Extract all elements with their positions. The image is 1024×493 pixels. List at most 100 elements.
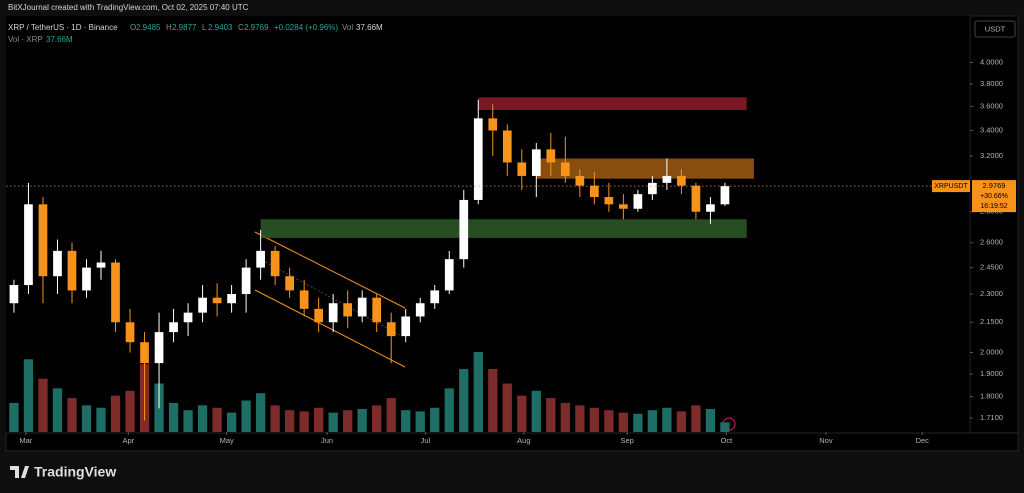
volume-bar <box>401 410 411 432</box>
volume-bar <box>299 411 309 432</box>
y-tick-label: 1.9000 <box>980 369 1003 378</box>
y-tick-label: 2.0000 <box>980 348 1003 357</box>
time-axis <box>5 432 1019 452</box>
candle-body <box>648 182 657 195</box>
candle-body <box>706 204 715 212</box>
zone <box>536 158 754 179</box>
candle-body <box>140 342 149 364</box>
candle-body <box>401 316 411 337</box>
candle-body <box>677 175 686 186</box>
candle-body <box>328 303 338 323</box>
volume-bar <box>488 368 498 432</box>
zone <box>260 219 747 238</box>
currency-box[interactable] <box>974 20 1016 38</box>
candle-body <box>560 162 570 176</box>
volume-bar <box>604 410 614 432</box>
volume-bar <box>372 405 382 432</box>
volume-bar <box>459 368 469 432</box>
volume-bar <box>212 407 222 432</box>
vol-value: 37.66M <box>356 23 383 32</box>
price-tag <box>972 180 1016 213</box>
volume-bar <box>517 395 527 432</box>
volume-bar <box>589 407 599 432</box>
candle-body <box>314 308 324 323</box>
candle-body <box>111 262 120 323</box>
candle-body <box>241 267 251 295</box>
candle-body <box>444 259 454 291</box>
candle-body <box>82 267 91 291</box>
vol-indicator: Vol · XRP <box>8 35 43 44</box>
candle-body <box>633 194 643 209</box>
brand: TradingView <box>34 464 116 480</box>
volume-bar <box>662 407 672 432</box>
symbol-tag <box>932 180 970 193</box>
y-tick-label: 3.8000 <box>980 79 1003 88</box>
ohlc-value: 2.9403 <box>208 23 233 32</box>
volume-bar <box>415 411 425 432</box>
channel-mid <box>257 257 401 336</box>
ohlc-value: 2.9877 <box>172 23 197 32</box>
candle-body <box>488 118 498 131</box>
x-tick-label: Jul <box>421 436 431 445</box>
volume-bar <box>284 410 295 432</box>
x-tick-label: Aug <box>517 436 530 445</box>
candle-body <box>154 332 164 364</box>
channel-top <box>254 231 406 309</box>
candle-body <box>720 186 730 205</box>
ohlc-value: 2.9769 <box>244 23 269 32</box>
channel-bottom <box>254 289 406 368</box>
volume-bar <box>357 408 367 432</box>
volume-bar <box>226 412 237 432</box>
credit: BitXJournal created with TradingView.com… <box>8 3 249 12</box>
candle-body <box>299 290 309 309</box>
candle-body <box>38 204 48 277</box>
y-tick-label: 2.4500 <box>980 263 1003 272</box>
y-tick-label: 3.4000 <box>980 125 1003 134</box>
volume-bar <box>676 411 687 432</box>
change: +0.0284 (+0.96%) <box>274 23 338 32</box>
volume-bar <box>9 402 19 432</box>
volume-bar <box>67 398 77 432</box>
volume-bar <box>343 410 353 432</box>
y-tick-label: 3.2000 <box>980 151 1003 160</box>
x-tick-label: Mar <box>19 436 32 445</box>
candle-body <box>357 297 367 317</box>
candle-body <box>270 250 280 277</box>
volume-bar <box>81 405 92 432</box>
ohlc-key: H <box>166 23 172 32</box>
ohlc-key: L <box>202 23 207 32</box>
volume-bar <box>546 398 556 432</box>
currency[interactable]: USDT <box>985 24 1006 33</box>
volume-bar <box>314 407 324 432</box>
volume-bar <box>720 422 730 432</box>
y-tick-label: 3.6000 <box>980 102 1003 111</box>
ohlc-value: 2.9485 <box>136 23 161 32</box>
candle-body <box>169 322 178 333</box>
volume-bar <box>96 407 106 432</box>
candle-body <box>575 175 585 186</box>
candle-body <box>430 290 440 304</box>
ohlc-key: O <box>130 23 136 32</box>
price-tag-value: 2.9769 <box>983 181 1006 190</box>
y-tick-label: 1.8000 <box>980 392 1003 401</box>
x-tick-label: Apr <box>122 436 134 445</box>
volume-bar <box>125 390 135 432</box>
zone <box>478 97 747 111</box>
y-tick-label: 2.6000 <box>980 238 1003 247</box>
candle-body <box>546 149 556 163</box>
candle-body <box>386 322 396 337</box>
y-tick-label: 1.7100 <box>980 413 1003 422</box>
volume-bar <box>168 402 179 432</box>
candle-body <box>53 250 62 277</box>
y-tick-label: 4.0000 <box>980 57 1003 66</box>
vol-key: Vol <box>342 23 353 32</box>
volume-bar <box>473 352 483 432</box>
volume-bar <box>560 402 570 432</box>
ohlc-key: C <box>238 23 244 32</box>
candle-body <box>227 294 236 304</box>
price-tag-change: +30.66% <box>980 193 1008 200</box>
candle-body <box>212 297 222 304</box>
volume-bar <box>23 359 34 432</box>
candle-body <box>473 118 483 200</box>
